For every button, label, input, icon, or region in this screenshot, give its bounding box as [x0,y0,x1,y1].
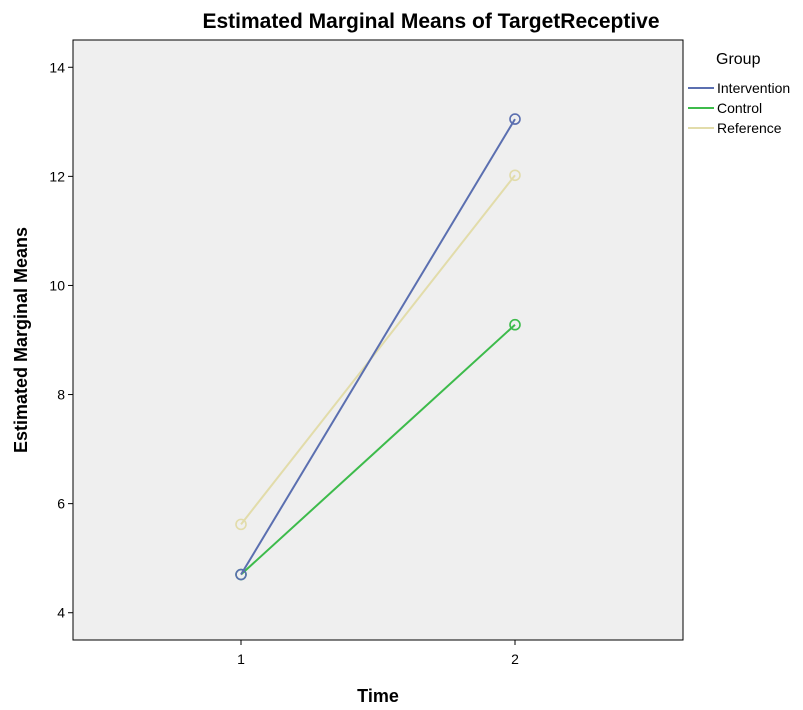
x-axis-title: Time [357,686,399,706]
plot-area [72,39,684,641]
y-tick-label: 4 [57,605,65,621]
legend-item: Intervention [688,80,790,96]
y-tick-label: 10 [49,277,65,293]
x-tick-label: 2 [511,651,519,667]
y-tick-label: 12 [49,168,65,184]
data-point [235,518,247,531]
legend-label: Control [717,100,762,116]
chart-title: Estimated Marginal Means of TargetRecept… [202,10,659,33]
series-reference [235,169,521,531]
legend-title: Group [716,51,761,68]
y-axis-title: Estimated Marginal Means [11,227,31,453]
data-point [509,169,521,182]
legend-items: Intervention Control Reference [688,80,790,136]
series-line [240,323,516,576]
y-tick-label: 8 [57,387,65,403]
legend-item: Reference [688,120,782,136]
data-point [509,318,521,331]
series-group [235,113,521,581]
data-point [235,568,247,581]
y-axis: 4 6 8 10 12 14 [49,59,73,621]
y-tick-label: 14 [49,59,65,75]
legend-item: Control [688,100,762,116]
x-tick-label: 1 [237,651,245,667]
series-intervention [235,113,521,581]
series-line [240,174,516,525]
series-line [240,118,516,576]
legend: Group Intervention Control Reference [688,51,790,136]
legend-label: Reference [717,120,782,136]
y-tick-label: 6 [57,496,65,512]
data-point [509,113,521,125]
legend-label: Intervention [717,80,790,96]
